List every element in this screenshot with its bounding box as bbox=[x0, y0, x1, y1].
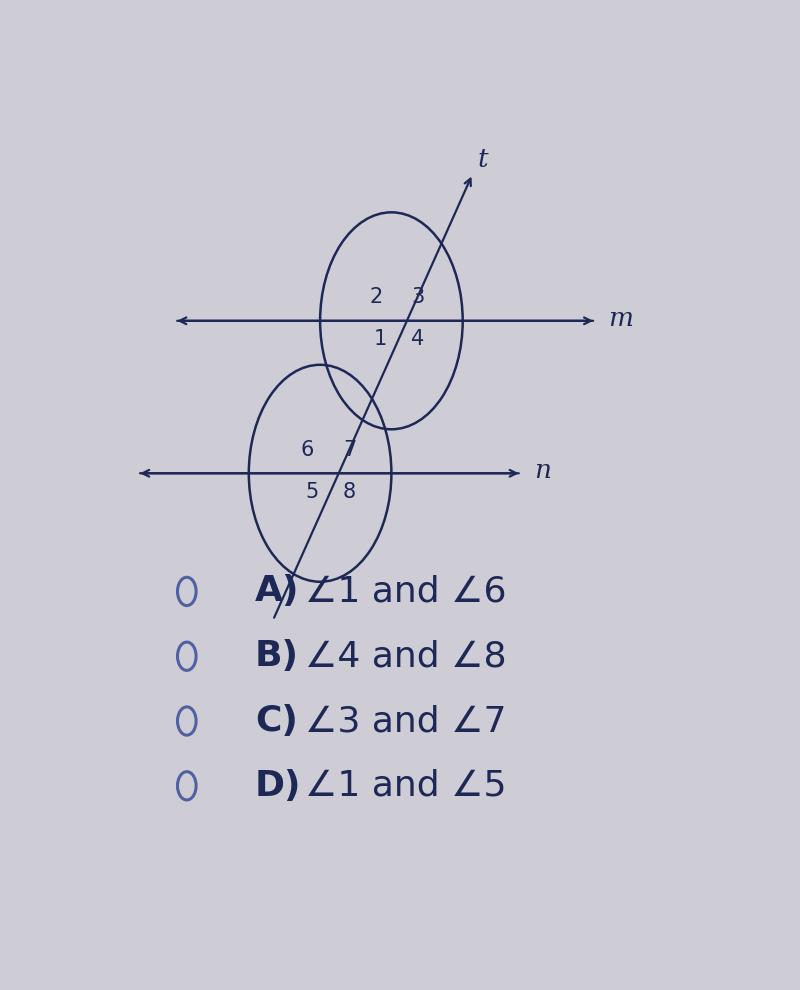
Text: C): C) bbox=[255, 704, 298, 738]
Text: 5: 5 bbox=[305, 482, 318, 502]
Text: n: n bbox=[534, 458, 551, 483]
Text: ∠3 and ∠7: ∠3 and ∠7 bbox=[305, 704, 506, 738]
Text: D): D) bbox=[255, 769, 302, 803]
Text: B): B) bbox=[255, 640, 299, 673]
Text: 7: 7 bbox=[342, 440, 356, 459]
Text: 4: 4 bbox=[411, 330, 424, 349]
Text: 2: 2 bbox=[369, 287, 382, 307]
Text: t: t bbox=[478, 147, 488, 171]
Text: 8: 8 bbox=[342, 482, 356, 502]
Text: ∠4 and ∠8: ∠4 and ∠8 bbox=[305, 640, 506, 673]
Text: 3: 3 bbox=[411, 287, 424, 307]
Text: ∠1 and ∠6: ∠1 and ∠6 bbox=[305, 574, 506, 609]
Text: m: m bbox=[608, 306, 634, 331]
Text: A): A) bbox=[255, 574, 299, 609]
Text: ∠1 and ∠5: ∠1 and ∠5 bbox=[305, 769, 506, 803]
Text: 1: 1 bbox=[373, 330, 386, 349]
Text: 6: 6 bbox=[301, 440, 314, 459]
